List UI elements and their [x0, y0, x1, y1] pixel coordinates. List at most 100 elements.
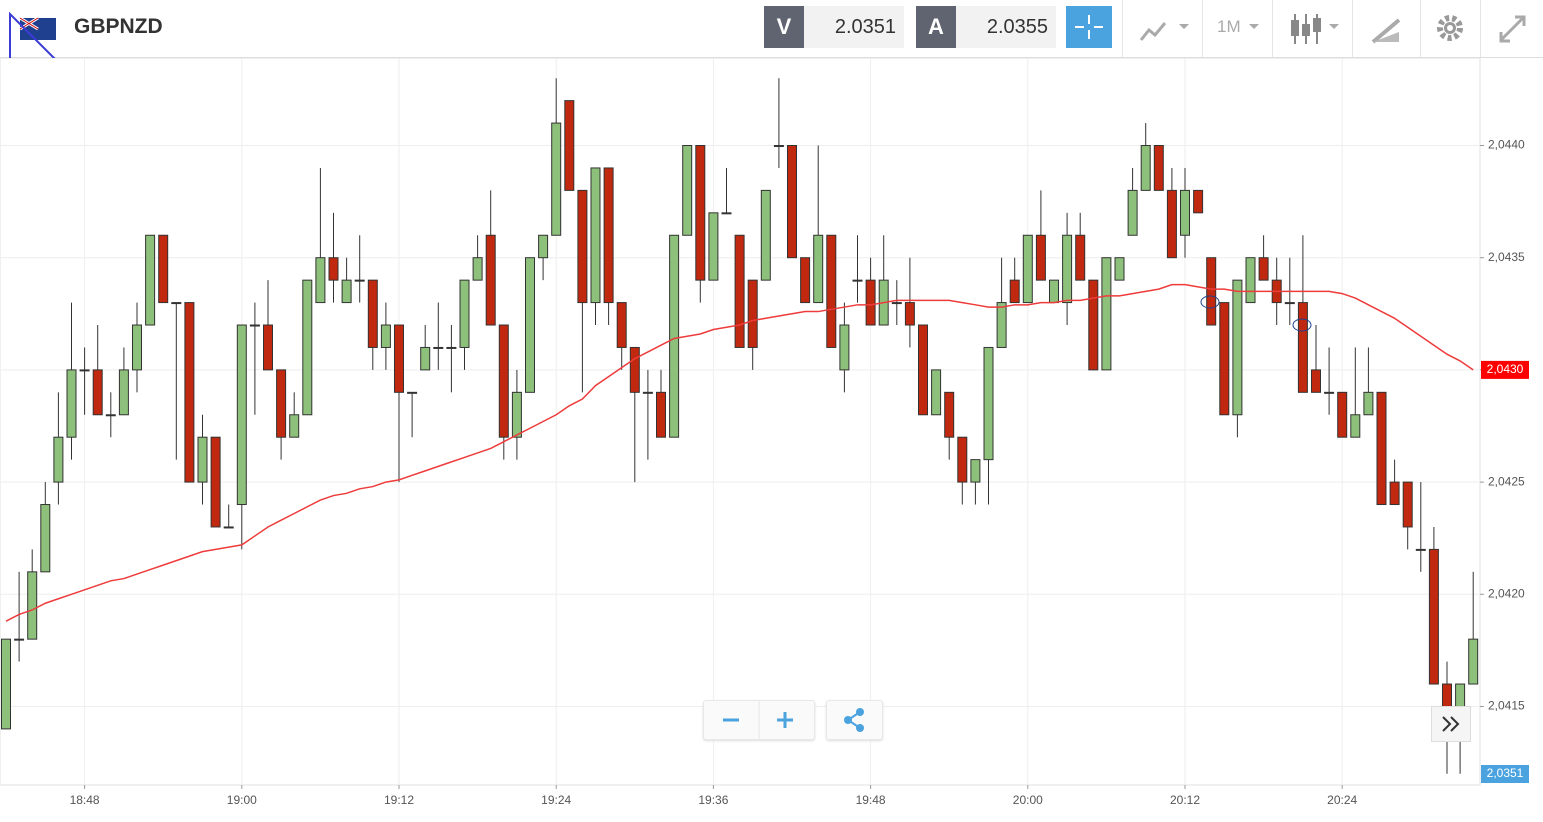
candle-body: [747, 279, 758, 348]
candle-body: [171, 302, 182, 305]
candle-body: [1062, 234, 1073, 304]
candle-body: [734, 234, 745, 348]
candle-body: [394, 324, 404, 393]
crosshair-button[interactable]: [1066, 6, 1112, 48]
candle-body: [538, 234, 549, 259]
candle-body: [1101, 257, 1112, 371]
scroll-end-button[interactable]: [1431, 706, 1471, 742]
candle-body: [1442, 683, 1452, 707]
x-tick-label: 19:00: [227, 793, 257, 807]
zoom-in[interactable]: [777, 712, 793, 728]
candle-body: [14, 638, 25, 641]
sell-price[interactable]: 2.0351: [804, 6, 904, 48]
buy-price[interactable]: 2.0355: [956, 6, 1056, 48]
candle-body: [472, 257, 483, 281]
candle-body: [1049, 279, 1059, 304]
candle-body: [1311, 369, 1321, 393]
x-tick-label: 19:36: [698, 793, 728, 807]
price-tag-label: 2,0351: [1487, 766, 1524, 780]
candle-body: [289, 414, 300, 438]
candle-body: [92, 369, 103, 416]
candle-body: [708, 212, 719, 281]
candle-body: [918, 324, 928, 416]
buy-label[interactable]: A: [916, 6, 956, 48]
candle-body: [40, 504, 51, 573]
candle-body: [1324, 391, 1335, 394]
x-tick-label: 20:00: [1013, 793, 1043, 807]
candle-body: [577, 189, 588, 304]
candle-body: [380, 324, 391, 348]
chart-type-button[interactable]: [1122, 0, 1203, 57]
candle-body: [839, 324, 850, 371]
candle-body: [642, 391, 653, 394]
candle-body: [27, 571, 38, 640]
ma-tag: 2,0430: [1481, 360, 1529, 379]
candle-body: [1022, 234, 1033, 304]
candle-body: [996, 302, 1007, 348]
candle-body: [721, 212, 732, 215]
candle-body: [1075, 234, 1086, 281]
candle-body: [1127, 189, 1138, 236]
candle-body: [957, 436, 968, 483]
candle-body: [367, 279, 378, 348]
candle-body: [66, 369, 77, 438]
candle-body: [1415, 548, 1426, 551]
ma-tag-label: 2,0430: [1487, 362, 1524, 376]
candle-body: [931, 369, 942, 416]
y-tick-label: 2,0420: [1488, 586, 1525, 600]
candle-body: [525, 257, 535, 393]
candle-body: [498, 324, 509, 438]
candle-body: [852, 279, 863, 282]
candle-body: [197, 436, 208, 483]
x-tick-label: 19:48: [856, 793, 886, 807]
candle-body: [210, 436, 221, 528]
fullscreen-button[interactable]: [1480, 0, 1543, 57]
candle-body: [669, 234, 680, 438]
candle-body: [1363, 391, 1374, 416]
candle-body: [1153, 145, 1164, 191]
candle-body: [616, 302, 627, 348]
symbol: GBPNZD: [74, 15, 163, 38]
sell-label[interactable]: V: [764, 6, 804, 48]
candle-body: [223, 526, 234, 529]
candle-body: [145, 234, 156, 326]
candle-body: [1376, 391, 1387, 506]
candle-body: [1245, 257, 1256, 304]
candle-body: [1180, 189, 1190, 236]
x-tick-label: 20:24: [1327, 793, 1357, 807]
candle-body: [1035, 234, 1046, 281]
candle-body: [682, 145, 693, 236]
candle-body: [276, 369, 287, 438]
zoom-controls: [703, 700, 815, 740]
settings-button[interactable]: [1420, 0, 1481, 57]
share-button[interactable]: [826, 700, 883, 740]
candle-body: [1114, 257, 1125, 281]
timeframe: 1M: [1217, 17, 1241, 36]
candle-body: [433, 346, 444, 349]
y-tick-label: 2,0415: [1488, 699, 1525, 713]
candle-body: [629, 346, 640, 393]
candle-body: [263, 324, 273, 371]
candle-body: [459, 279, 470, 348]
candle-body: [760, 189, 771, 281]
candle-body: [105, 414, 116, 417]
candle-body: [315, 257, 326, 304]
candle-body: [118, 369, 129, 416]
plot-area: [0, 58, 1481, 786]
trade-marker: [1292, 318, 1312, 332]
draw-button[interactable]: [1352, 0, 1421, 57]
candle-body: [865, 279, 876, 326]
candle-body: [1455, 683, 1466, 707]
y-tick-label: 2,0435: [1488, 250, 1525, 264]
candle-body: [800, 257, 811, 304]
candle-body: [695, 145, 706, 281]
candle-body: [1140, 145, 1151, 191]
candle-body: [407, 391, 418, 394]
candle-body: [970, 459, 981, 483]
chart: 2,0415 2,0420 2,0425 2,0430 2,0435 2,0440 18:4…: [0, 58, 1529, 807]
x-tick-label: 19:12: [384, 793, 414, 807]
candle-body: [53, 436, 64, 483]
timeframe-button[interactable]: 1M: [1202, 0, 1273, 57]
candle-button[interactable]: [1272, 0, 1353, 57]
